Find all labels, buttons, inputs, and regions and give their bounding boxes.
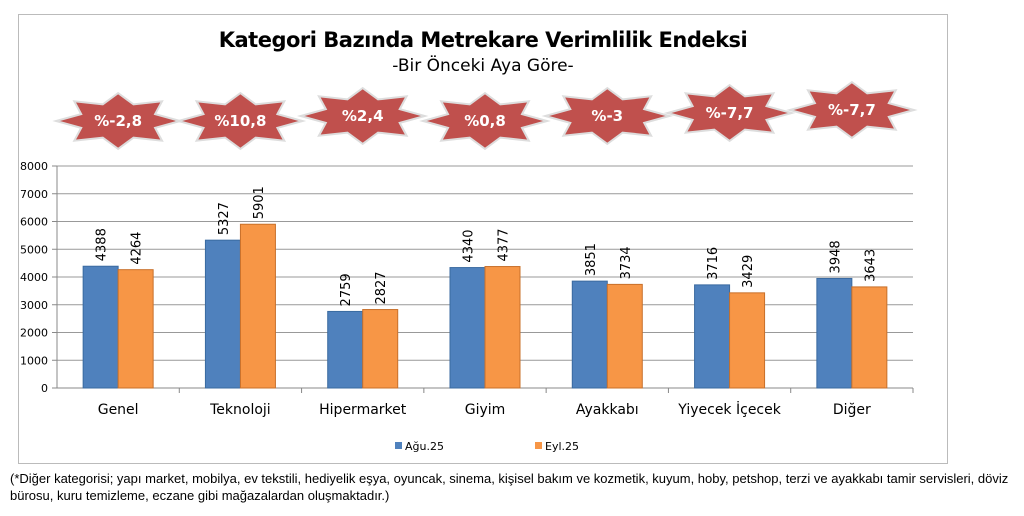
data-label: 3429 [741, 255, 756, 288]
data-label: 5901 [252, 186, 267, 219]
change-label: %0,8 [464, 112, 506, 130]
bar-agu [694, 284, 731, 389]
bar-agu [816, 277, 853, 389]
change-label: %-3 [591, 107, 623, 125]
bar-eyl [484, 266, 521, 389]
bar-agu [327, 310, 364, 389]
chart-title: Kategori Bazında Metrekare Verimlilik En… [218, 28, 748, 52]
data-label: 2759 [339, 273, 354, 306]
change-badge [786, 80, 918, 140]
y-tick-label: 3000 [20, 299, 48, 312]
bar-agu [204, 239, 241, 389]
legend-swatch [395, 442, 402, 449]
y-tick-label: 6000 [20, 216, 48, 229]
data-label: 4388 [95, 228, 110, 261]
data-label: 3851 [584, 243, 599, 276]
y-tick-label: 5000 [20, 243, 48, 256]
change-label: %-7,7 [706, 104, 754, 122]
y-tick-label: 1000 [20, 354, 48, 367]
x-tick-label: Genel [98, 402, 139, 418]
change-label: %-7,7 [828, 101, 876, 119]
y-tick-label: 7000 [20, 188, 48, 201]
footnote: (*Diğer kategorisi; yapı market, mobilya… [10, 471, 1009, 503]
bar-eyl [851, 286, 888, 389]
y-tick-label: 0 [41, 382, 48, 395]
change-badge [419, 91, 551, 151]
x-tick-label: Yiyecek İçecek [677, 400, 781, 418]
bar-eyl [117, 269, 154, 389]
data-label: 4264 [130, 232, 145, 265]
bar-eyl [239, 223, 276, 389]
legend-label: Ağu.25 [405, 440, 444, 453]
change-badge [541, 86, 674, 146]
x-tick-label: Hipermarket [319, 402, 407, 418]
bar-agu [449, 267, 486, 389]
change-badge [174, 91, 307, 151]
change-badge [663, 83, 796, 143]
chart-frame [18, 14, 948, 464]
data-label: 3716 [706, 247, 721, 280]
y-tick-label: 8000 [20, 160, 48, 173]
bar-eyl [729, 292, 766, 389]
change-badge [296, 86, 429, 146]
x-tick-label: Diğer [833, 402, 871, 418]
data-label: 3948 [828, 240, 843, 273]
change-badge [52, 91, 184, 151]
legend-label: Eyl.25 [545, 440, 579, 453]
data-label: 3643 [863, 249, 878, 282]
bar-eyl [362, 309, 399, 389]
data-label: 3734 [619, 246, 634, 279]
change-label: %-2,8 [94, 112, 142, 130]
bar-eyl [606, 283, 643, 389]
bar-agu [571, 280, 608, 389]
change-label: %2,4 [342, 107, 384, 125]
data-label: 4377 [497, 228, 512, 261]
y-tick-label: 4000 [20, 271, 48, 284]
chart-subtitle: -Bir Önceki Aya Göre- [392, 56, 574, 76]
x-tick-label: Ayakkabı [576, 402, 639, 418]
x-tick-label: Teknoloji [209, 402, 271, 418]
data-label: 2827 [374, 271, 389, 304]
data-label: 4340 [462, 229, 477, 262]
legend-swatch [535, 442, 542, 449]
bar-agu [82, 265, 119, 389]
x-tick-label: Giyim [465, 402, 506, 418]
y-tick-label: 2000 [20, 327, 48, 340]
change-label: %10,8 [214, 112, 266, 130]
data-label: 5327 [217, 202, 232, 235]
